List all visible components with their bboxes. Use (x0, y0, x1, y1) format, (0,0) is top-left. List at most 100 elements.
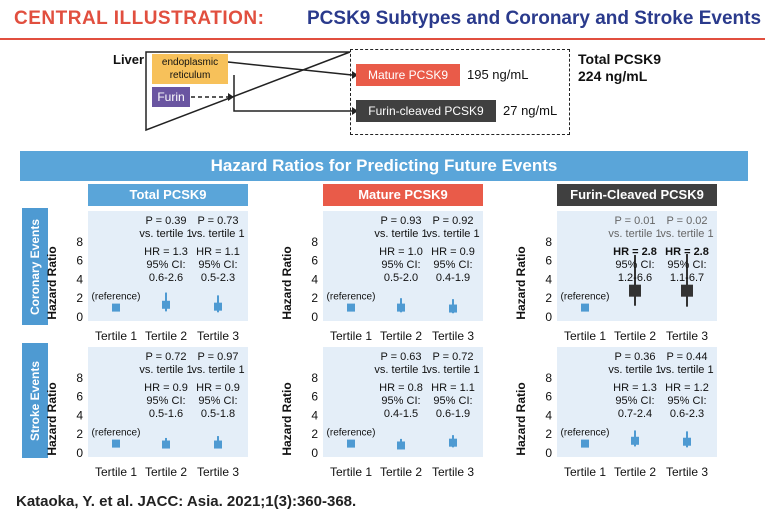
forest-plot: Hazard Ratio 0 2 4 6 8 Tertile 1 Tertile 2 Terti… (514, 351, 714, 479)
column-header: Mature PCSK9 (323, 184, 483, 206)
ci-range: 0.6-2.6 (149, 272, 183, 284)
row-tab-label: Stroke Events (28, 360, 42, 441)
reference-label: (reference) (561, 292, 610, 303)
hr-marker (214, 302, 222, 311)
vs-label: vs. tertile 1 (426, 228, 479, 240)
y-tick-label: 0 (76, 310, 83, 324)
y-tick-label: 4 (545, 272, 552, 286)
hazard-ratios-banner: Hazard Ratios for Predicting Future Even… (20, 151, 748, 181)
hr-marker (681, 284, 693, 297)
total-pcsk9-group (350, 49, 570, 135)
p-value: P = 0.39 (145, 215, 186, 227)
y-tick-label: 6 (76, 390, 83, 404)
hr-marker (162, 440, 170, 449)
ci-range: 0.6-1.9 (436, 408, 470, 420)
ci-label: 95% CI: (615, 259, 654, 271)
hr-marker (629, 284, 641, 297)
plot-panel (557, 211, 717, 321)
forest-plot: Hazard Ratio 0 2 4 6 8 Tertile 1 Tertile 2 Terti… (280, 351, 480, 479)
reference-marker (347, 303, 355, 312)
y-tick-label: 6 (545, 390, 552, 404)
hr-marker (449, 438, 457, 447)
y-tick-label: 2 (545, 291, 552, 305)
y-tick-label: 4 (545, 408, 552, 422)
y-tick-label: 8 (545, 235, 552, 249)
x-tick-label: Tertile 1 (564, 329, 606, 343)
vs-label: vs. tertile 1 (191, 364, 244, 376)
arrow-to-mature-icon (352, 71, 358, 79)
title-kicker: CENTRAL ILLUSTRATION: (14, 8, 265, 29)
hr-marker (214, 440, 222, 449)
reference-marker (112, 439, 120, 448)
y-tick-label: 0 (311, 446, 318, 460)
forest-plot: Hazard Ratio 0 2 4 6 8 Tertile 1 Tertile 2 Terti… (45, 351, 245, 479)
hr-value: HR = 1.0 (379, 246, 423, 258)
y-tick-label: 8 (311, 371, 318, 385)
p-value: P = 0.63 (380, 351, 421, 363)
mature-pcsk9-box: Mature PCSK9 (356, 64, 460, 86)
p-value: P = 0.72 (145, 351, 186, 363)
x-tick-label: Tertile 1 (330, 465, 372, 479)
ci-label: 95% CI: (381, 395, 420, 407)
x-tick-label: Tertile 3 (432, 329, 474, 343)
arrow-to-furin-cleaved-icon (352, 107, 358, 115)
x-tick-label: Tertile 2 (614, 465, 656, 479)
x-tick-label: Tertile 3 (666, 329, 708, 343)
ci-label: 95% CI: (667, 395, 706, 407)
plot-panel (323, 211, 483, 321)
hr-value: HR = 1.3 (144, 246, 188, 258)
hr-value: HR = 2.8 (665, 246, 709, 258)
furin-cleaved-pcsk9-box: Furin-cleaved PCSK9 (356, 100, 496, 122)
y-axis-label: Hazard Ratio (514, 382, 528, 455)
x-tick-label: Tertile 1 (95, 465, 137, 479)
reference-marker (581, 439, 589, 448)
ci-label: 95% CI: (198, 259, 237, 271)
x-tick-label: Tertile 2 (145, 465, 187, 479)
x-tick-label: Tertile 3 (197, 465, 239, 479)
ci-label: 95% CI: (198, 395, 237, 407)
ci-range: 0.7-2.4 (618, 408, 652, 420)
vs-label: vs. tertile 1 (139, 364, 192, 376)
citation: Kataoka, Y. et al. JACC: Asia. 2021;1(3)… (16, 493, 357, 510)
y-tick-label: 8 (311, 235, 318, 249)
p-value: P = 0.02 (666, 215, 707, 227)
y-axis-label: Hazard Ratio (45, 382, 59, 455)
p-value: P = 0.73 (197, 215, 238, 227)
x-tick-label: Tertile 2 (145, 329, 187, 343)
y-tick-label: 8 (76, 235, 83, 249)
row-tab-label: Coronary Events (28, 218, 42, 315)
total-pcsk9-label: Total PCSK9 (578, 51, 661, 67)
p-value: P = 0.36 (614, 351, 655, 363)
er-box: endoplasmic reticulum (152, 54, 228, 84)
p-value: P = 0.92 (432, 215, 473, 227)
forest-plot: Hazard Ratio 0 2 4 6 8 Tertile 1 Tertile 2 Terti… (45, 215, 245, 343)
reference-label: (reference) (92, 292, 141, 303)
ci-range: 0.4-1.9 (436, 272, 470, 284)
ci-range: 0.5-2.3 (201, 272, 235, 284)
y-tick-label: 8 (545, 371, 552, 385)
vs-label: vs. tertile 1 (608, 228, 661, 240)
y-tick-label: 0 (545, 310, 552, 324)
total-pcsk9-value: 224 ng/mL (578, 68, 648, 84)
vs-label: vs. tertile 1 (374, 228, 427, 240)
furin-box: Furin (152, 87, 190, 107)
y-tick-label: 6 (545, 254, 552, 268)
reference-marker (347, 439, 355, 448)
hr-value: HR = 1.1 (196, 246, 240, 258)
y-axis-label: Hazard Ratio (514, 246, 528, 319)
y-axis-label: Hazard Ratio (280, 246, 294, 319)
y-axis-label: Hazard Ratio (45, 246, 59, 319)
vs-label: vs. tertile 1 (426, 364, 479, 376)
ci-label: 95% CI: (667, 259, 706, 271)
p-value: P = 0.44 (666, 351, 707, 363)
y-tick-label: 0 (76, 446, 83, 460)
y-tick-label: 6 (311, 390, 318, 404)
y-tick-label: 4 (76, 408, 83, 422)
y-tick-label: 6 (311, 254, 318, 268)
x-tick-label: Tertile 2 (380, 465, 422, 479)
x-tick-label: Tertile 3 (432, 465, 474, 479)
hr-marker (397, 303, 405, 312)
furin-arrow-icon (228, 93, 234, 101)
y-tick-label: 0 (545, 446, 552, 460)
